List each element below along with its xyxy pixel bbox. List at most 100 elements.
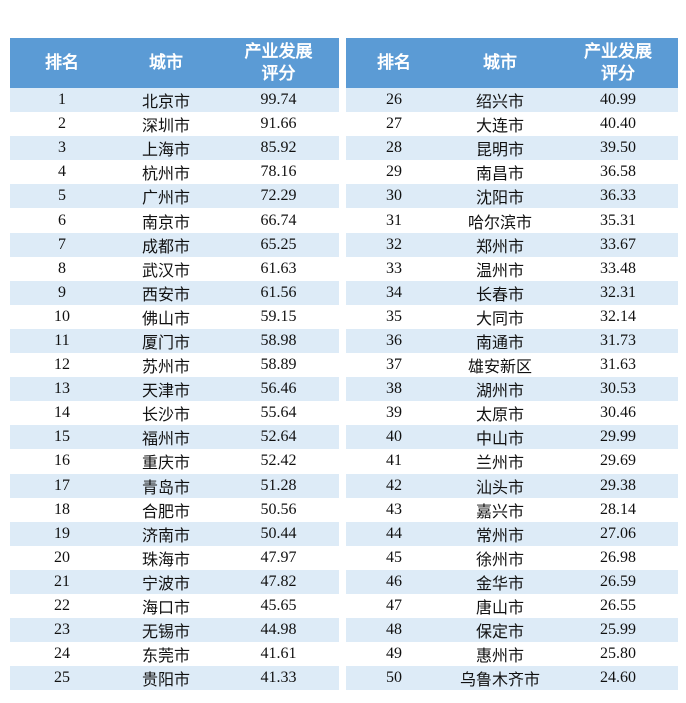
rank: 36 [346, 328, 442, 354]
header-text: 产业发展评分 [584, 42, 652, 84]
table-row: 50 乌鲁木齐市 24.60 [346, 666, 678, 691]
rank: 13 [10, 377, 114, 402]
table-row: 33 温州市 33.48 [346, 256, 678, 281]
table-row: 20 珠海市 47.97 [10, 545, 339, 570]
header-text: 排名 [377, 53, 411, 73]
table-row: 39 太原市 30.46 [346, 401, 678, 426]
table-row: 12 苏州市 58.89 [10, 353, 339, 378]
rank: 39 [346, 401, 442, 426]
table-row: 7 成都市 65.25 [10, 232, 339, 257]
table-row: 26 绍兴市 40.99 [346, 88, 678, 113]
table-row: 1 北京市 99.74 [10, 88, 339, 113]
header-text: 城市 [149, 53, 183, 73]
table-row: 19 济南市 50.44 [10, 521, 339, 546]
rank: 33 [346, 256, 442, 281]
table-row: 32 郑州市 33.67 [346, 232, 678, 257]
city: 佛山市 [114, 304, 218, 329]
score: 55.64 [218, 401, 339, 426]
city: 广州市 [114, 184, 218, 209]
score: 26.98 [558, 545, 678, 570]
city: 天津市 [114, 377, 218, 402]
rank: 46 [346, 569, 442, 594]
city: 武汉市 [114, 256, 218, 281]
rank: 26 [346, 88, 442, 113]
score: 29.69 [558, 449, 678, 474]
score: 50.44 [218, 521, 339, 546]
score: 40.40 [558, 112, 678, 137]
city: 长春市 [442, 280, 558, 305]
city: 郑州市 [442, 232, 558, 257]
rank: 2 [10, 112, 114, 137]
rank: 44 [346, 521, 442, 546]
city: 保定市 [442, 618, 558, 643]
city: 无锡市 [114, 618, 218, 643]
header-row: 排名 城市 产业发展评分 [10, 38, 339, 88]
city: 南昌市 [442, 160, 558, 185]
score: 47.97 [218, 545, 339, 570]
rank: 28 [346, 136, 442, 161]
city: 湖州市 [442, 377, 558, 402]
header-text: 产业发展评分 [244, 42, 313, 84]
header-cell: 城市 [442, 38, 558, 88]
score: 58.89 [218, 353, 339, 378]
rank: 24 [10, 642, 114, 667]
city: 常州市 [442, 521, 558, 546]
header-cell: 产业发展评分 [218, 38, 339, 88]
ranking-table: 排名 城市 产业发展评分 26 绍兴市 40.99 27 大连市 40.40 28 昆明市 39.50… [346, 38, 678, 691]
table-row: 36 南通市 31.73 [346, 328, 678, 354]
table-row: 38 湖州市 30.53 [346, 377, 678, 402]
header-text: 排名 [45, 53, 79, 73]
rank: 15 [10, 425, 114, 450]
city: 中山市 [442, 425, 558, 450]
rank: 42 [346, 473, 442, 498]
score: 58.98 [218, 328, 339, 354]
city: 宁波市 [114, 569, 218, 594]
table-row: 30 沈阳市 36.33 [346, 184, 678, 209]
city: 汕头市 [442, 473, 558, 498]
table-row: 4 杭州市 78.16 [10, 160, 339, 185]
header-cell: 排名 [346, 38, 442, 88]
rank: 34 [346, 280, 442, 305]
score: 45.65 [218, 593, 339, 619]
city: 厦门市 [114, 328, 218, 354]
table-row: 11 厦门市 58.98 [10, 328, 339, 354]
city: 哈尔滨市 [442, 208, 558, 233]
city: 昆明市 [442, 136, 558, 161]
score: 85.92 [218, 136, 339, 161]
rank: 12 [10, 353, 114, 378]
table-row: 22 海口市 45.65 [10, 593, 339, 619]
rank: 14 [10, 401, 114, 426]
score: 41.61 [218, 642, 339, 667]
table-row: 46 金华市 26.59 [346, 569, 678, 594]
city: 东莞市 [114, 642, 218, 667]
rank: 50 [346, 666, 442, 691]
rank: 9 [10, 280, 114, 305]
city: 苏州市 [114, 353, 218, 378]
score: 30.46 [558, 401, 678, 426]
score: 32.31 [558, 280, 678, 305]
rank: 41 [346, 449, 442, 474]
table-row: 3 上海市 85.92 [10, 136, 339, 161]
city: 嘉兴市 [442, 497, 558, 522]
header-row: 排名 城市 产业发展评分 [346, 38, 678, 88]
city: 绍兴市 [442, 88, 558, 113]
table-row: 8 武汉市 61.63 [10, 256, 339, 281]
city: 兰州市 [442, 449, 558, 474]
table-row: 6 南京市 66.74 [10, 208, 339, 233]
rank: 49 [346, 642, 442, 667]
table-row: 18 合肥市 50.56 [10, 497, 339, 522]
rank: 5 [10, 184, 114, 209]
table-row: 16 重庆市 52.42 [10, 449, 339, 474]
table-row: 44 常州市 27.06 [346, 521, 678, 546]
city: 乌鲁木齐市 [442, 666, 558, 691]
table-row: 25 贵阳市 41.33 [10, 666, 339, 691]
table-row: 13 天津市 56.46 [10, 377, 339, 402]
score: 30.53 [558, 377, 678, 402]
rank: 3 [10, 136, 114, 161]
table-row: 42 汕头市 29.38 [346, 473, 678, 498]
score: 78.16 [218, 160, 339, 185]
rank: 40 [346, 425, 442, 450]
score: 47.82 [218, 569, 339, 594]
city: 成都市 [114, 232, 218, 257]
